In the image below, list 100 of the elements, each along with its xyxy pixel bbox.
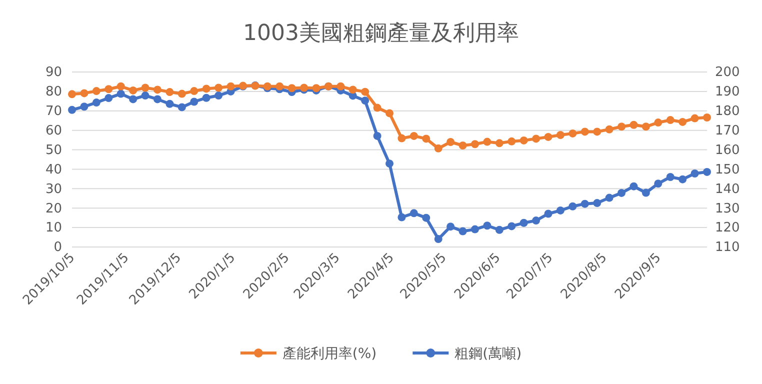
point [398, 134, 406, 142]
point [288, 84, 296, 92]
point [520, 136, 528, 144]
point [141, 92, 150, 100]
y2-tick-label: 170 [715, 123, 740, 138]
point [544, 210, 552, 218]
y-tick-label: 60 [45, 123, 62, 138]
point [605, 194, 614, 202]
point [398, 213, 406, 222]
point [593, 199, 602, 208]
legend-label: 產能利用率(%) [282, 346, 377, 362]
point [178, 103, 186, 112]
point [568, 129, 577, 138]
point [495, 139, 504, 148]
point [386, 109, 394, 118]
point [703, 114, 711, 122]
legend-label: 粗鋼(萬噸) [454, 346, 522, 362]
y-tick-label: 30 [45, 182, 62, 197]
y-tick-label: 80 [45, 84, 62, 100]
point [178, 90, 186, 98]
point [532, 216, 540, 225]
point [104, 94, 113, 102]
point [348, 86, 357, 94]
point [166, 100, 174, 108]
point [214, 92, 223, 100]
y2-tick-label: 200 [715, 65, 740, 80]
y-tick-label: 10 [45, 220, 62, 236]
point [336, 82, 345, 90]
point [666, 173, 674, 181]
point [495, 226, 504, 234]
point [434, 144, 442, 152]
point [153, 95, 162, 104]
point [703, 168, 711, 176]
point [422, 214, 430, 222]
point [373, 132, 382, 140]
point [483, 222, 492, 230]
point [618, 122, 626, 131]
point [104, 85, 113, 94]
point [226, 82, 235, 90]
y-tick-label: 90 [45, 65, 62, 80]
point [116, 90, 125, 98]
point [630, 120, 638, 129]
point [373, 104, 382, 112]
point [202, 84, 210, 93]
point [556, 206, 564, 214]
point [556, 131, 564, 139]
point [361, 88, 370, 96]
point [642, 122, 650, 131]
point [446, 138, 455, 146]
point [630, 182, 638, 190]
y2-tick-label: 110 [715, 240, 740, 256]
y2-tick-label: 160 [715, 142, 740, 158]
point [544, 132, 552, 141]
point [654, 118, 662, 127]
point [202, 94, 210, 102]
point [618, 188, 626, 197]
point [434, 235, 442, 244]
point [141, 84, 150, 92]
point [116, 82, 125, 90]
point [508, 137, 516, 146]
y2-tick-label: 150 [715, 162, 740, 178]
point [190, 87, 198, 96]
point [593, 128, 602, 136]
point [80, 89, 88, 98]
point [532, 134, 540, 143]
point [520, 218, 528, 227]
point [92, 98, 100, 107]
point [214, 84, 223, 92]
y2-tick-label: 190 [715, 84, 740, 100]
point [166, 88, 174, 96]
point [190, 98, 198, 106]
point [690, 114, 699, 122]
point [580, 128, 589, 136]
point [470, 140, 479, 148]
point [458, 142, 467, 150]
point [654, 180, 662, 188]
y2-tick-label: 120 [715, 220, 740, 236]
point [568, 202, 577, 210]
point [92, 87, 100, 96]
point [153, 86, 162, 94]
point [666, 116, 674, 124]
chart-title: 1003美國粗鋼產量及利用率 [243, 21, 519, 46]
point [129, 95, 138, 104]
y-tick-label: 70 [45, 104, 62, 120]
y2-tick-label: 180 [715, 104, 740, 120]
point [642, 188, 650, 197]
point [483, 138, 492, 146]
y-tick-label: 0 [54, 240, 62, 256]
point [80, 102, 88, 111]
point [361, 96, 370, 105]
point [68, 106, 76, 114]
point [580, 200, 589, 208]
point [458, 227, 467, 236]
point [605, 125, 614, 134]
point [129, 86, 138, 94]
y-tick-label: 40 [45, 162, 62, 178]
y-tick-label: 20 [45, 201, 62, 216]
point [678, 175, 687, 184]
point [508, 222, 516, 230]
point [678, 118, 687, 126]
